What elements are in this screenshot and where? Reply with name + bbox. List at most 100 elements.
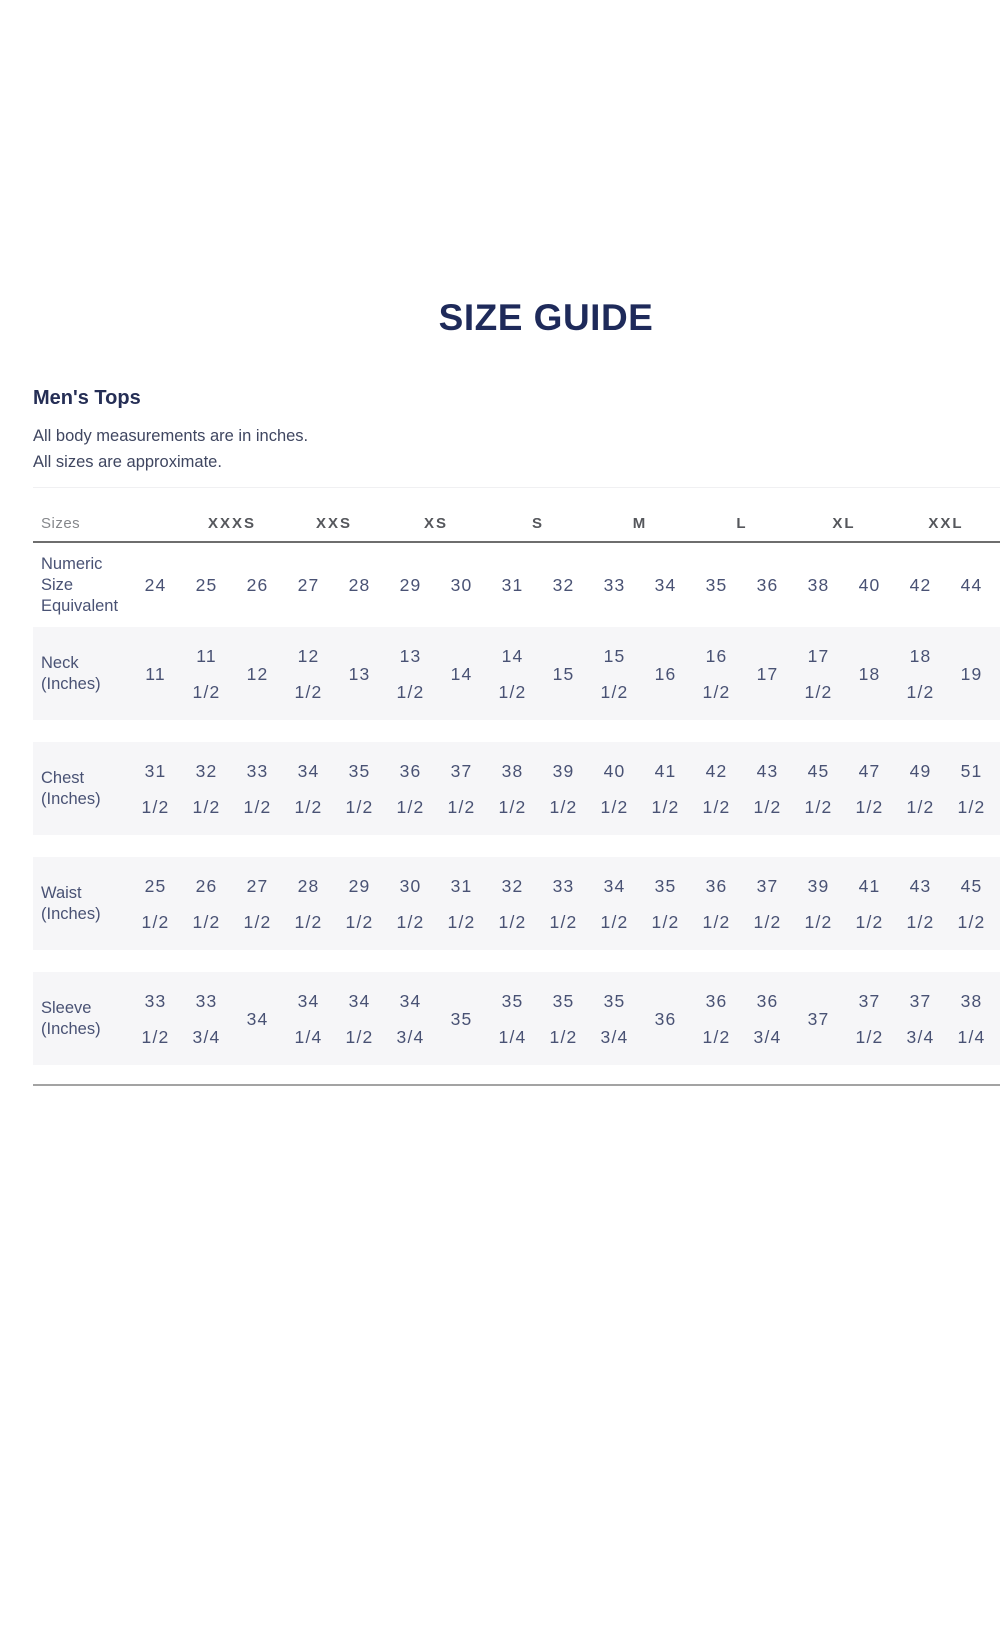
sizes-column-header: Sizes (41, 515, 81, 532)
size-value: 37 1/2 (855, 990, 884, 1047)
size-header-xs: XS (423, 515, 448, 532)
size-value: 34 1/2 (600, 875, 629, 932)
size-value: 14 1/2 (498, 645, 527, 702)
size-value: 35 (705, 575, 728, 595)
size-value: 34 3/4 (396, 990, 425, 1047)
size-value: 12 1/2 (294, 645, 323, 702)
size-value: 41 1/2 (855, 875, 884, 932)
size-value: 36 1/2 (702, 990, 731, 1047)
table-row: Neck (Inches) 11 11 1/2 12 12 1/2 13 13 1/2 14 14 1/2… (33, 627, 1000, 720)
size-value: 28 1/2 (294, 875, 323, 932)
size-value: 16 (654, 663, 677, 684)
size-value: 34 (654, 575, 677, 595)
size-value: 13 1/2 (396, 645, 425, 702)
note-measurements: All body measurements are in inches. (33, 427, 309, 445)
row-label: Waist (Inches) (41, 883, 101, 923)
size-value: 25 1/2 (141, 875, 170, 932)
size-header-m: M (632, 515, 648, 532)
size-value: 24 (144, 575, 167, 595)
size-value: 35 3/4 (600, 990, 629, 1047)
size-value: 42 1/2 (702, 760, 731, 817)
row-label: Chest (Inches) (41, 768, 101, 808)
size-value: 37 1/2 (447, 760, 476, 817)
size-value: 43 1/2 (906, 875, 935, 932)
size-value: 15 (552, 663, 575, 684)
size-value: 14 (450, 663, 473, 684)
size-value: 27 (297, 575, 320, 595)
size-value: 38 (807, 575, 830, 595)
size-value: 39 1/2 (804, 875, 833, 932)
size-value: 32 1/2 (192, 760, 221, 817)
size-value: 36 3/4 (753, 990, 782, 1047)
size-value: 34 1/2 (294, 760, 323, 817)
size-header-xxl: XXL (928, 515, 964, 532)
size-guide-table: Sizes XXXS XXS XS S M L XL XXL Numeric Si… (33, 487, 1000, 1086)
size-value: 28 (348, 575, 371, 595)
size-value: 45 1/2 (957, 875, 986, 932)
size-value: 42 (909, 575, 932, 595)
size-value: 18 (858, 663, 881, 684)
size-value: 38 1/4 (957, 990, 986, 1047)
size-value: 40 (858, 575, 881, 595)
size-value: 27 1/2 (243, 875, 272, 932)
note-approximate: All sizes are approximate. (33, 453, 222, 471)
size-value: 30 (450, 575, 473, 595)
table-bottom-rule (33, 1084, 1000, 1086)
size-table-body: Numeric Size Equivalent 24 25 26 27 28 29 30 31 32 3… (33, 543, 1000, 1065)
size-value: 19 (960, 663, 983, 684)
size-value: 34 1/2 (345, 990, 374, 1047)
size-value: 44 (960, 575, 983, 595)
size-value: 39 1/2 (549, 760, 578, 817)
size-value: 13 (348, 663, 371, 684)
size-value: 35 1/4 (498, 990, 527, 1047)
size-value: 34 1/4 (294, 990, 323, 1047)
table-row: Chest (Inches) 31 1/2 32 1/2 33 1/2 34 1/2 35 1/2 36… (33, 742, 1000, 835)
size-value: 41 1/2 (651, 760, 680, 817)
size-value: 35 (450, 1008, 473, 1029)
size-value: 33 3/4 (192, 990, 221, 1047)
size-header-s: S (531, 515, 544, 532)
size-value: 37 3/4 (906, 990, 935, 1047)
size-value: 31 (501, 575, 524, 595)
size-value: 35 1/2 (651, 875, 680, 932)
size-value: 34 (246, 1008, 269, 1029)
size-value: 11 1/2 (192, 645, 221, 702)
size-value: 33 1/2 (549, 875, 578, 932)
row-label: Numeric Size Equivalent (41, 554, 119, 615)
size-header-xl: XL (832, 515, 856, 532)
size-value: 33 (603, 575, 626, 595)
table-row: Sleeve (Inches) 33 1/2 33 3/4 34 34 1/4 34 1/2 34 3/… (33, 972, 1000, 1065)
table-row: Waist (Inches) 25 1/2 26 1/2 27 1/2 28 1/2 29 1/2 30… (33, 857, 1000, 950)
size-value: 17 (756, 663, 779, 684)
size-value: 37 1/2 (753, 875, 782, 932)
size-value: 18 1/2 (906, 645, 935, 702)
size-value: 51 1/2 (957, 760, 986, 817)
table-header-row: Sizes XXXS XXS XS S M L XL XXL (33, 488, 1000, 543)
size-value: 33 1/2 (243, 760, 272, 817)
size-value: 35 1/2 (549, 990, 578, 1047)
size-value: 33 1/2 (141, 990, 170, 1047)
size-value: 11 (145, 663, 166, 684)
size-value: 49 1/2 (906, 760, 935, 817)
size-value: 12 (246, 663, 269, 684)
size-value: 15 1/2 (600, 645, 629, 702)
size-value: 26 1/2 (192, 875, 221, 932)
size-value: 31 1/2 (141, 760, 170, 817)
size-value: 26 (246, 575, 269, 595)
row-label: Neck (Inches) (41, 653, 101, 693)
size-value: 35 1/2 (345, 760, 374, 817)
size-value: 43 1/2 (753, 760, 782, 817)
size-header-xxs: XXS (315, 515, 352, 532)
table-row: Numeric Size Equivalent 24 25 26 27 28 29 30 31 32 3… (33, 543, 1000, 627)
size-value: 37 (807, 1008, 830, 1029)
size-value: 25 (195, 575, 218, 595)
size-value: 36 1/2 (396, 760, 425, 817)
size-header-l: L (736, 515, 748, 532)
size-value: 29 (399, 575, 422, 595)
size-value: 29 1/2 (345, 875, 374, 932)
page-title: SIZE GUIDE (438, 297, 654, 338)
row-label: Sleeve (Inches) (41, 998, 101, 1038)
size-header-xxxs: XXXS (207, 515, 257, 532)
size-value: 32 (552, 575, 575, 595)
size-value: 30 1/2 (396, 875, 425, 932)
